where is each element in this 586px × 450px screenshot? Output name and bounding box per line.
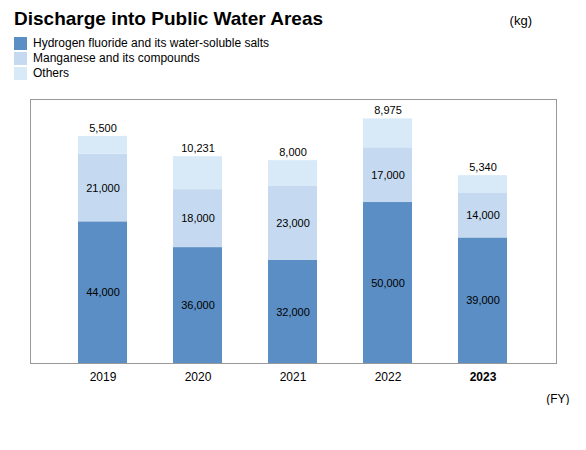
html-text:Discharge into Public Water Ar: Discharge into Public Water Areas bbox=[14, 8, 323, 29]
svg-text:39,000: 39,000 bbox=[466, 294, 500, 306]
svg-text:(FY): (FY) bbox=[546, 392, 569, 406]
svg-text:2022: 2022 bbox=[375, 370, 402, 384]
svg-text:2023: 2023 bbox=[470, 370, 497, 384]
svg-text:32,000: 32,000 bbox=[276, 306, 310, 318]
svg-text:8,000: 8,000 bbox=[279, 146, 307, 158]
svg-text:21,000: 21,000 bbox=[86, 182, 120, 194]
svg-text:2020: 2020 bbox=[185, 370, 212, 384]
svg-text:18,000: 18,000 bbox=[181, 212, 215, 224]
html-text:Manganese and its compounds: Manganese and its compounds bbox=[33, 51, 200, 65]
svg-text:23,000: 23,000 bbox=[276, 217, 310, 229]
svg-text:2021: 2021 bbox=[280, 370, 307, 384]
html-text:Hydrogen fluoride and its wate: Hydrogen fluoride and its water-soluble … bbox=[33, 36, 270, 50]
svg-text:36,000: 36,000 bbox=[181, 299, 215, 311]
svg-text:5,340: 5,340 bbox=[469, 161, 497, 173]
html-text:(kg): (kg) bbox=[509, 13, 532, 28]
svg-text:50,000: 50,000 bbox=[371, 277, 405, 289]
svg-text:44,000: 44,000 bbox=[86, 286, 120, 298]
svg-text:5,500: 5,500 bbox=[89, 122, 117, 134]
html-text:Others: Others bbox=[33, 66, 69, 80]
svg-text:2019: 2019 bbox=[90, 370, 117, 384]
svg-text:8,975: 8,975 bbox=[374, 104, 402, 116]
svg-text:17,000: 17,000 bbox=[371, 169, 405, 181]
svg-text:14,000: 14,000 bbox=[466, 209, 500, 221]
svg-text:10,231: 10,231 bbox=[181, 142, 215, 154]
